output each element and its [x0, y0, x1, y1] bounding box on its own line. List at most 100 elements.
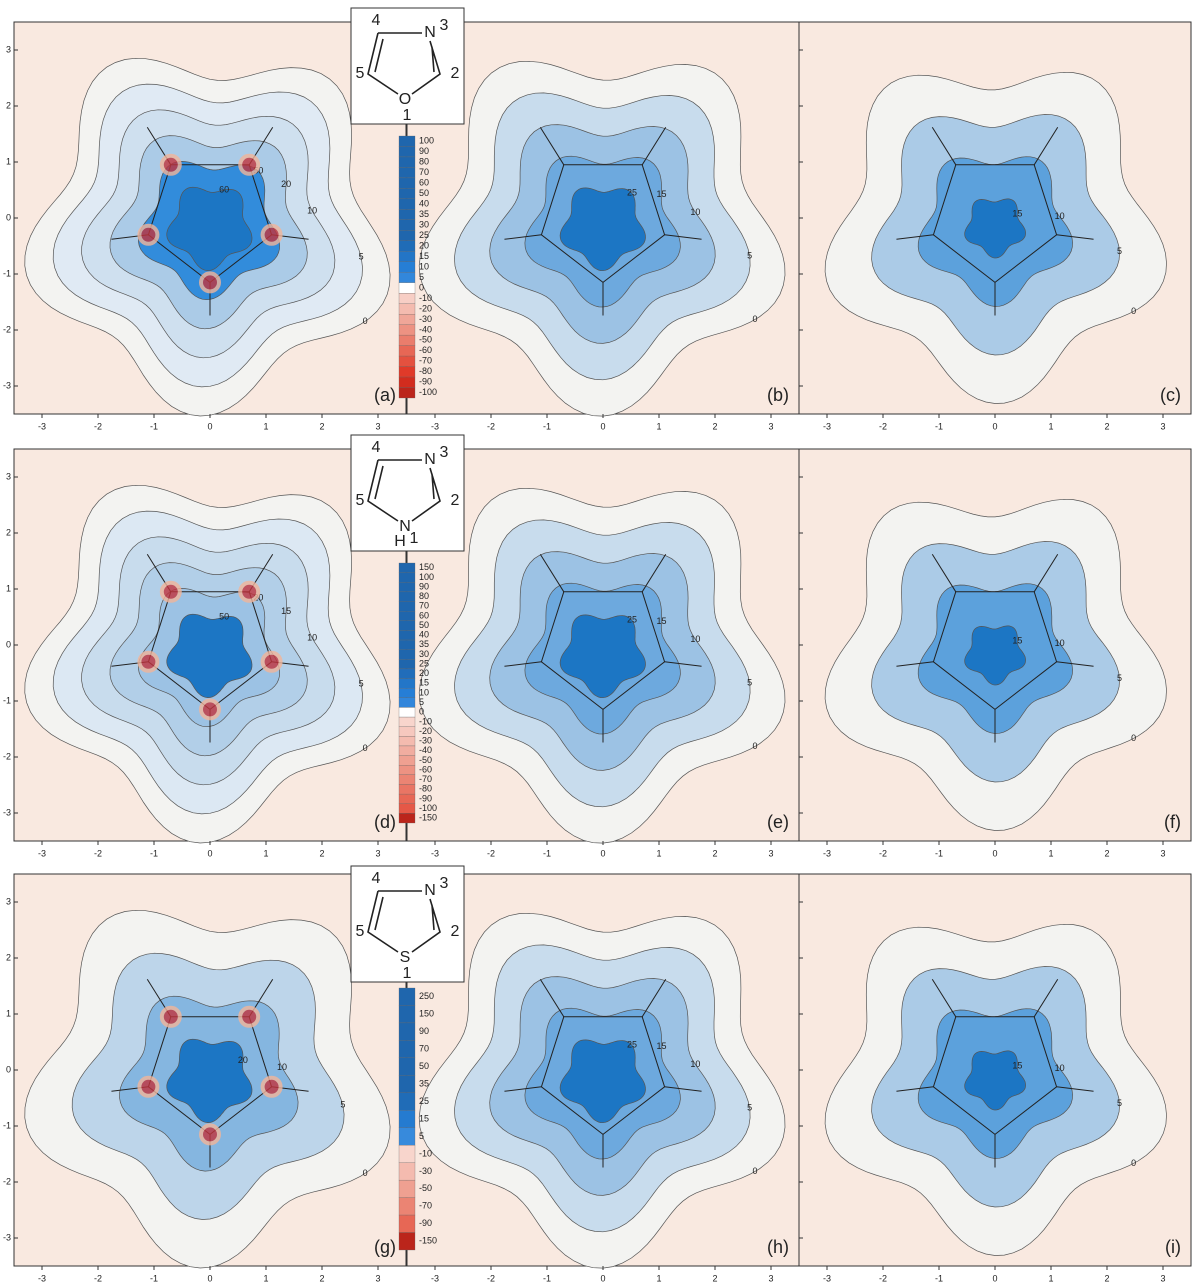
contour-label: 50 — [219, 611, 229, 621]
colorbar-swatch — [399, 669, 415, 679]
colorbar-swatch — [399, 367, 415, 377]
contour-label: 15 — [1012, 1061, 1022, 1071]
panel: 051015(c)-3-2-10123 — [799, 22, 1191, 431]
contour-label: 15 — [656, 189, 666, 199]
x-tick-label: 0 — [600, 1273, 605, 1283]
colorbar-swatch — [399, 630, 415, 640]
colorbar-label: -90 — [419, 793, 432, 803]
colorbar-swatch — [399, 698, 415, 708]
colorbar-swatch — [399, 988, 415, 1005]
colorbar-label: 5 — [419, 1131, 424, 1141]
colorbar-swatch — [399, 688, 415, 698]
x-tick-label: 2 — [712, 848, 717, 858]
panel: 05101525(b)-3-2-10123 — [407, 22, 799, 431]
colorbar-swatch — [399, 293, 415, 303]
colorbar-swatch — [399, 209, 415, 219]
colorbar-swatch — [399, 621, 415, 631]
atom-spot — [263, 1078, 281, 1096]
atom-label: 5 — [356, 492, 365, 509]
colorbar-swatch — [399, 1215, 415, 1232]
contour-label: 5 — [747, 1103, 752, 1113]
colorbar-swatch — [399, 1128, 415, 1145]
x-tick-label: 2 — [1104, 1273, 1109, 1283]
colorbar-label: -150 — [419, 813, 437, 823]
colorbar-label: 50 — [419, 188, 429, 198]
colorbar-label: 90 — [419, 581, 429, 591]
colorbar-swatch — [399, 377, 415, 387]
colorbar-label: 50 — [419, 1061, 429, 1071]
colorbar-swatch — [399, 804, 415, 814]
colorbar-label: 80 — [419, 157, 429, 167]
colorbar-label: 20 — [419, 668, 429, 678]
atom-spot — [240, 1008, 258, 1026]
colorbar-label: 20 — [419, 240, 429, 250]
molecule: 4N352O1 — [351, 8, 464, 124]
x-tick-label: -3 — [823, 848, 831, 858]
colorbar-swatch — [399, 659, 415, 669]
atom-label: N — [424, 882, 436, 899]
colorbar-swatch — [399, 707, 415, 717]
x-tick-label: 3 — [768, 1273, 773, 1283]
contour-label: 5 — [747, 678, 752, 688]
colorbar-label: -80 — [419, 366, 432, 376]
y-tick-label: 1 — [6, 1008, 11, 1018]
colorbar-label: -50 — [419, 1183, 432, 1193]
contour-label: 25 — [627, 615, 637, 625]
x-tick-label: 1 — [1048, 848, 1053, 858]
colorbar-label: -10 — [419, 293, 432, 303]
y-tick-label: -1 — [3, 268, 11, 278]
colorbar-swatch — [399, 1163, 415, 1180]
colorbar-label: -50 — [419, 335, 432, 345]
atom-label: 1 — [410, 530, 419, 547]
atom-label: 3 — [440, 444, 449, 461]
colorbar-label: -70 — [419, 1201, 432, 1211]
contour-label: 10 — [1055, 211, 1065, 221]
panel: 05101525(h)-3-2-10123 — [407, 874, 799, 1283]
x-tick-label: -3 — [823, 421, 831, 431]
panel-label: (i) — [1165, 1237, 1181, 1257]
colorbar-label: 0 — [419, 282, 424, 292]
colorbar-swatch — [399, 241, 415, 251]
y-tick-label: 0 — [6, 212, 11, 222]
colorbar-swatch — [399, 1180, 415, 1197]
atom-label: 4 — [372, 439, 381, 456]
colorbar-swatch — [399, 813, 415, 823]
contour-label: 15 — [1012, 209, 1022, 219]
colorbar-swatch — [399, 335, 415, 345]
colorbar-label: 150 — [419, 1009, 434, 1019]
colorbar-label: -100 — [419, 387, 437, 397]
colorbar-swatch — [399, 1145, 415, 1162]
y-tick-label: -3 — [3, 1232, 11, 1242]
colorbar-label: -70 — [419, 356, 432, 366]
colorbar-swatch — [399, 325, 415, 335]
colorbar-label: -80 — [419, 784, 432, 794]
x-tick-label: -2 — [879, 1273, 887, 1283]
colorbar-swatch — [399, 199, 415, 209]
colorbar-label: -40 — [419, 324, 432, 334]
contour-label: 10 — [1055, 638, 1065, 648]
y-tick-label: 3 — [6, 471, 11, 481]
atom-label: O — [399, 91, 411, 108]
colorbar-swatch — [399, 304, 415, 314]
colorbar-swatch — [399, 1023, 415, 1040]
contour-label: 10 — [307, 632, 317, 642]
colorbar-swatch — [399, 346, 415, 356]
x-tick-label: -2 — [94, 848, 102, 858]
colorbar-swatch — [399, 157, 415, 167]
y-tick-label: -1 — [3, 1120, 11, 1130]
colorbar-label: -60 — [419, 764, 432, 774]
colorbar-swatch — [399, 251, 415, 261]
y-tick-label: 3 — [6, 896, 11, 906]
colorbar-swatch — [399, 563, 415, 573]
atom-spot — [139, 653, 157, 671]
atom-spot — [162, 583, 180, 601]
x-tick-label: 0 — [207, 1273, 212, 1283]
contour-label: 60 — [219, 184, 229, 194]
colorbar-label: -30 — [419, 314, 432, 324]
y-tick-label: -2 — [3, 324, 11, 334]
y-tick-label: 2 — [6, 100, 11, 110]
contour-label: 10 — [277, 1062, 287, 1072]
y-tick-label: 3 — [6, 44, 11, 54]
colorbar-swatch — [399, 1198, 415, 1215]
colorbar-label: 25 — [419, 658, 429, 668]
